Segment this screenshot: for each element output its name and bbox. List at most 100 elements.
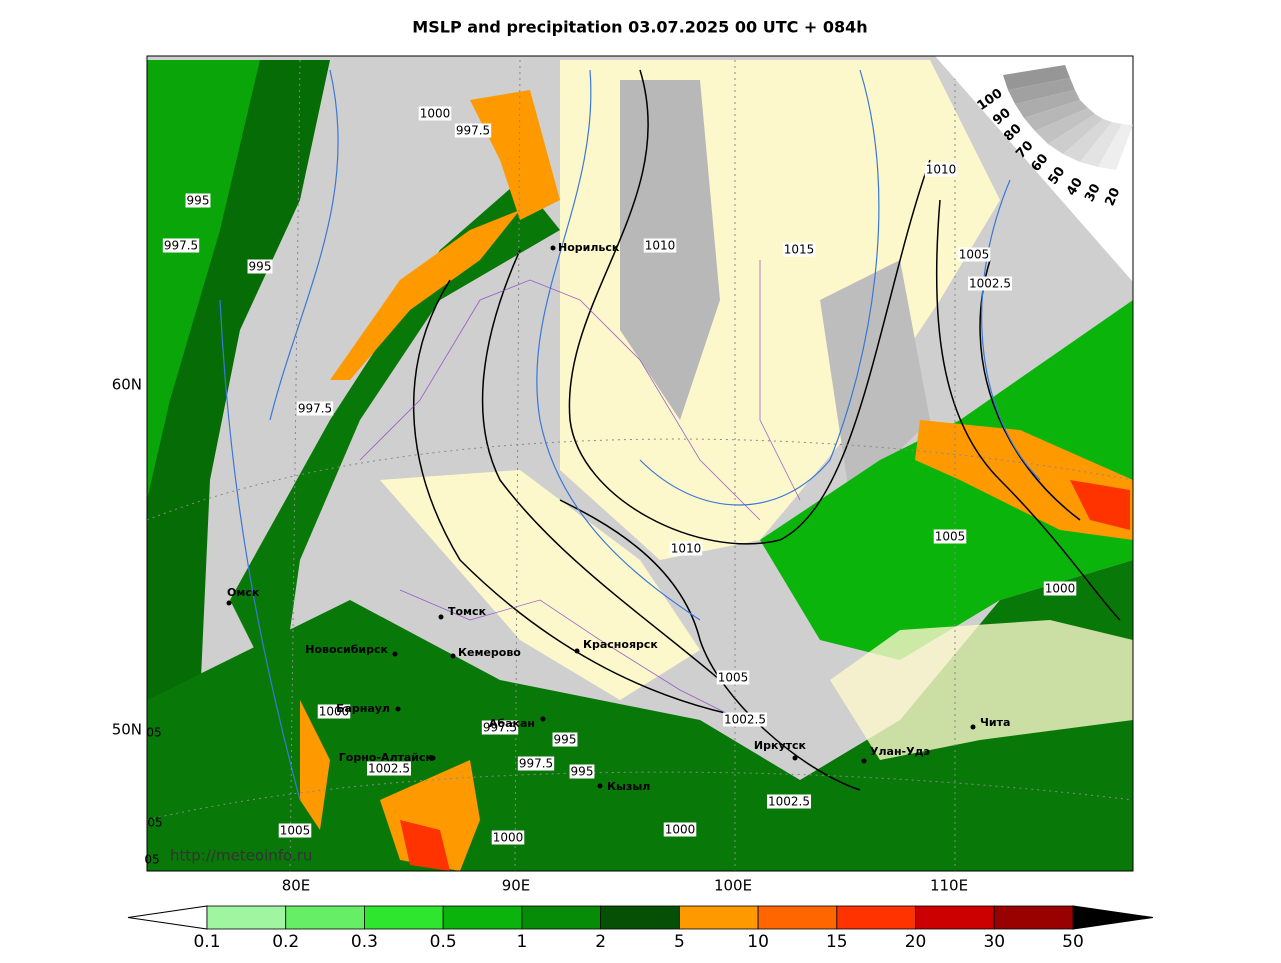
colorbar-swatch — [993, 905, 1074, 930]
city-dot — [430, 755, 436, 761]
isobar-label-bg — [957, 247, 991, 262]
isobar-label-bg — [367, 761, 411, 776]
isobar-label: 1005 — [959, 248, 990, 262]
colorbar-label: 0.3 — [351, 932, 378, 952]
cloud-swatch — [1048, 114, 1103, 154]
city-label: Горно-Алтайск — [339, 751, 434, 764]
cloud-label: 20 — [1103, 186, 1124, 209]
url: http://meteoinfo.ru — [170, 847, 312, 865]
colorbar-label: 0.5 — [430, 932, 457, 952]
city-label: Барнаул — [336, 702, 390, 715]
isobar-label: 995 — [187, 194, 210, 208]
city-dot — [550, 245, 556, 251]
isobar-label-bg — [418, 106, 452, 121]
colorbar-label: 10 — [747, 932, 769, 952]
isobar-label-bg — [517, 756, 555, 771]
city-label: Норильск — [558, 241, 620, 254]
colorbar-swatch — [757, 905, 838, 930]
isobar-label: 997.5 — [483, 721, 517, 735]
city-label: Чита — [980, 716, 1010, 729]
isobar-label: 1002.5 — [368, 762, 410, 776]
map-field — [147, 56, 1133, 871]
cloud-swatch — [1008, 78, 1075, 104]
colorbar-label: 20 — [905, 932, 927, 952]
isobar-label: 1010 — [926, 163, 957, 177]
edge-label: 05 — [146, 726, 161, 740]
axis-labels: 80E 90E 100E 110E 60N 50N — [112, 376, 968, 895]
isobar-label: 997.5 — [519, 757, 553, 771]
colorbar-swatch — [285, 905, 365, 930]
lon-label: 90E — [502, 877, 531, 895]
isobar-label: 1002.5 — [768, 795, 810, 809]
colorbar-swatch — [206, 905, 287, 930]
isobar-label-bg — [782, 242, 816, 257]
lat-label: 60N — [112, 376, 142, 394]
isobar-label-bg — [569, 764, 595, 779]
colorbar-swatch — [364, 905, 444, 930]
colorbar-label: 5 — [674, 932, 685, 952]
city-dot — [597, 783, 603, 789]
cloud-swatch — [1063, 119, 1112, 162]
colorbar-label: 1 — [516, 932, 527, 952]
isobar-label-bg — [669, 541, 703, 556]
lon-label: 100E — [714, 877, 752, 895]
isobar-label: 1005 — [935, 530, 966, 544]
isobar-label: 997.5 — [298, 402, 332, 416]
lon-label: 110E — [930, 877, 968, 895]
isobar-label-bg — [278, 823, 312, 838]
city-label: Абакан — [489, 717, 535, 730]
isobar-label: 995 — [554, 733, 577, 747]
colorbar-swatch — [600, 905, 680, 930]
city-label: Омск — [227, 586, 260, 599]
colorbar-label: 50 — [1062, 932, 1084, 952]
city-label: Иркутск — [754, 739, 807, 752]
isobar-label-bg — [552, 732, 578, 747]
isobar-label-bg — [767, 794, 811, 809]
isobar-label: 1005 — [718, 671, 749, 685]
city-label: Кемерово — [458, 646, 521, 659]
isobar-label: 997.5 — [456, 124, 490, 138]
cloud-swatch — [1098, 124, 1133, 170]
city-label: Кызыл — [607, 780, 650, 793]
cloud-swatch — [1080, 122, 1122, 167]
city-dot — [970, 724, 976, 730]
city-dot — [792, 755, 798, 761]
isobar-label: 1002.5 — [969, 277, 1011, 291]
cloud-swatch — [1015, 90, 1080, 118]
city-dot — [438, 614, 444, 620]
cloud-label: 30 — [1082, 182, 1104, 205]
isobar-label: 995 — [249, 260, 272, 274]
isobar-label-bg — [663, 822, 697, 837]
city-dot — [226, 600, 232, 606]
isobar-label-bg — [185, 193, 211, 208]
isobar-label: 1005 — [280, 824, 311, 838]
isobar-label-bg — [933, 529, 967, 544]
cloud-swatch — [1024, 100, 1088, 131]
city-dot — [392, 651, 398, 657]
title: MSLP and precipitation 03.07.2025 00 UTC… — [412, 18, 867, 37]
isobar-label: 997.5 — [164, 239, 198, 253]
city-label: Красноярск — [583, 638, 658, 651]
cloud-swatch — [1035, 108, 1095, 144]
city-dot — [540, 716, 546, 722]
isobar-label-bg — [317, 704, 351, 719]
colorbar-swatch — [678, 905, 759, 930]
colorbar-label: 0.1 — [193, 932, 220, 952]
isobar-label-bg — [723, 712, 767, 727]
isobar-label-bg — [643, 238, 677, 253]
colorbar: 0.1 0.2 0.3 0.5 1 2 5 10 15 20 30 50 — [127, 905, 1154, 952]
colorbar-under — [127, 905, 208, 930]
edge-label: 05 — [147, 816, 162, 830]
isobar-label: 1015 — [784, 243, 815, 257]
lat-label: 50N — [112, 721, 142, 739]
isobar-label-bg — [491, 830, 525, 845]
isobar-label: 1000 — [1045, 582, 1076, 596]
isobar-label-bg — [968, 276, 1012, 291]
isobar-label: 1000 — [319, 705, 350, 719]
cities: Норильск Томск Омск Новосибирск Кемерово Крас… — [226, 241, 1010, 793]
city-label: Томск — [448, 605, 487, 618]
colorbar-label: 2 — [595, 932, 606, 952]
map-frame — [146, 55, 1134, 872]
city-label: Новосибирск — [305, 643, 388, 656]
